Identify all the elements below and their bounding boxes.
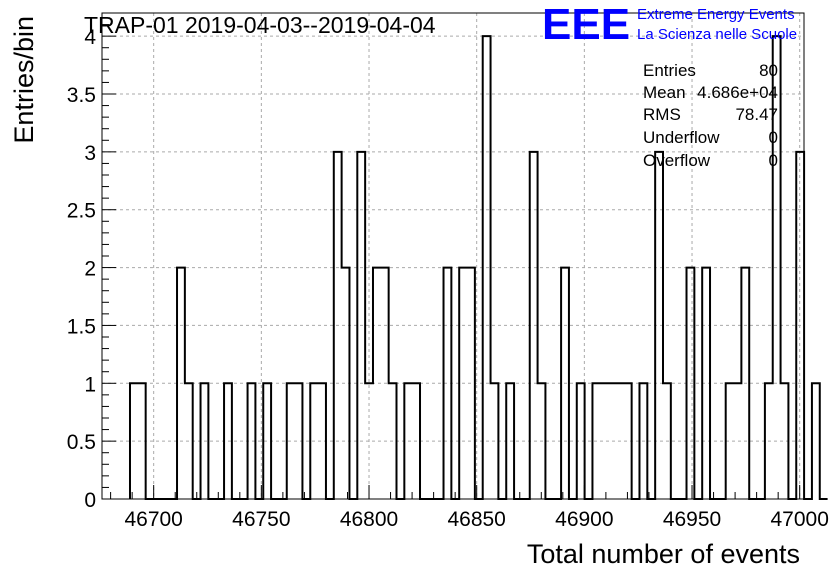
y-tick-label: 1 — [84, 373, 96, 396]
x-tick-label: 46700 — [124, 508, 182, 531]
chart-title: TRAP-01 2019-04-03--2019-04-04 — [84, 12, 436, 38]
x-tick-label: 46950 — [663, 508, 721, 531]
stats-value-underflow: 0 — [769, 128, 778, 147]
x-tick-label: 46900 — [555, 508, 613, 531]
eee-logo-mark: EEE — [542, 0, 630, 49]
stats-value-entries: 80 — [759, 61, 778, 80]
x-axis-label: Total number of events — [527, 539, 800, 569]
axes: 46700 46750 46800 46850 46900 46950 47000 0 0.5 1… — [67, 24, 829, 531]
stats-label-rms: RMS — [643, 105, 681, 124]
histogram-bin — [812, 383, 820, 499]
x-tick-label: 46750 — [232, 508, 290, 531]
y-axis-label: Entries/bin — [9, 16, 39, 144]
y-tick-label: 0 — [84, 489, 96, 512]
stats-value-overflow: 0 — [769, 151, 778, 170]
y-tick-label: 2 — [84, 258, 96, 281]
eee-logo-line2: La Scienza nelle Scuole — [637, 26, 797, 43]
stats-value-mean: 4.686e+04 — [697, 83, 778, 102]
x-tick-label: 46850 — [447, 508, 505, 531]
y-tick-label: 3 — [84, 142, 96, 165]
stats-label-underflow: Underflow — [643, 128, 720, 147]
x-tick-label: 46800 — [340, 508, 398, 531]
grid-lines — [102, 13, 804, 499]
stats-value-rms: 78.47 — [735, 105, 778, 124]
stats-box: Entries 80 Mean 4.686e+04 RMS 78.47 Unde… — [643, 61, 778, 170]
eee-logo-line1: Extreme Energy Events — [637, 6, 795, 23]
y-tick-label: 0.5 — [67, 431, 96, 454]
stats-label-mean: Mean — [643, 83, 686, 102]
y-tick-label: 4 — [84, 26, 96, 49]
y-tick-label: 3.5 — [67, 84, 96, 107]
eee-logo: EEE Extreme Energy Events La Scienza nel… — [542, 0, 797, 49]
stats-label-entries: Entries — [643, 61, 696, 80]
y-tick-label: 2.5 — [67, 200, 96, 223]
y-tick-label: 1.5 — [67, 315, 96, 338]
stats-label-overflow: Overflow — [643, 151, 711, 170]
x-tick-label: 47000 — [770, 508, 828, 531]
